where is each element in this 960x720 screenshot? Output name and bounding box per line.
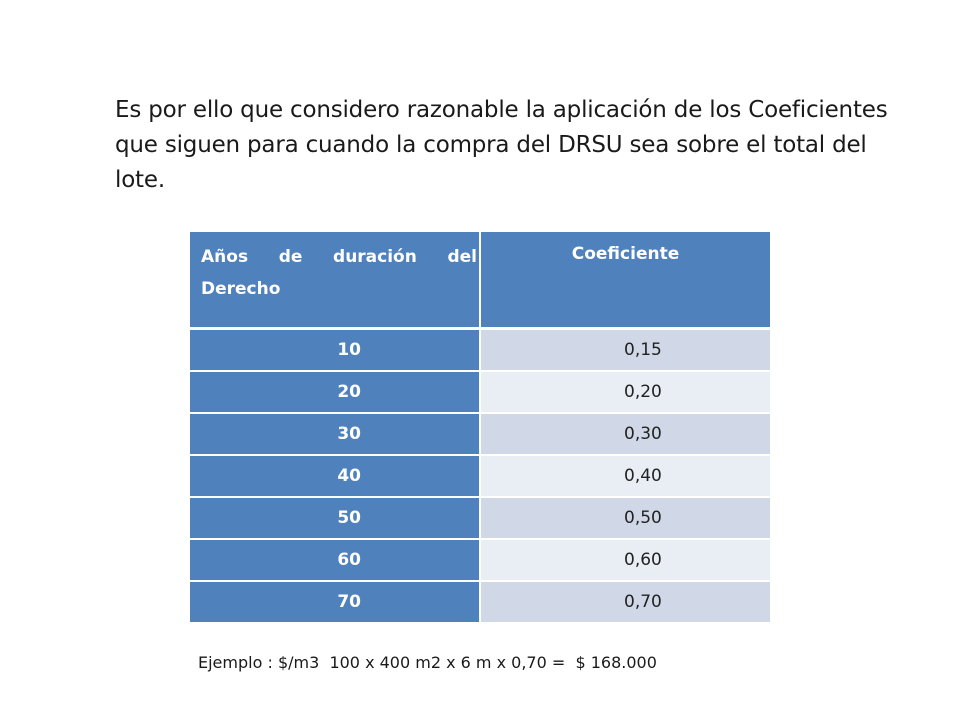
table-row: 50 0,50 (190, 497, 770, 540)
coefficient-cell: 0,70 (480, 581, 770, 624)
coefficient-cell: 0,30 (480, 413, 770, 456)
header-coefficient: Coeficiente (480, 232, 770, 330)
years-cell: 10 (190, 328, 481, 372)
table-row: 20 0,20 (190, 371, 770, 414)
intro-paragraph: Es por ello que considero razonable la a… (115, 97, 888, 193)
years-cell: 70 (190, 581, 481, 624)
table-row: 30 0,30 (190, 413, 770, 456)
coefficient-cell: 0,50 (480, 497, 770, 540)
coefficient-cell: 0,40 (480, 455, 770, 498)
coefficient-cell: 0,60 (480, 539, 770, 582)
table-row: 40 0,40 (190, 455, 770, 498)
coefficient-table: Años de duración del Derecho Coeficiente… (190, 232, 770, 624)
table-row: 60 0,60 (190, 539, 770, 582)
coefficient-cell: 0,15 (480, 328, 770, 372)
example-calculation: Ejemplo : $/m3 100 x 400 m2 x 6 m x 0,70… (198, 653, 657, 672)
years-cell: 40 (190, 455, 481, 498)
coefficient-cell: 0,20 (480, 371, 770, 414)
years-cell: 20 (190, 371, 481, 414)
years-cell: 60 (190, 539, 481, 582)
table-header-row: Años de duración del Derecho Coeficiente (190, 232, 770, 330)
table-row: 10 0,15 (190, 328, 770, 372)
header-years: Años de duración del Derecho (190, 232, 481, 330)
years-cell: 30 (190, 413, 481, 456)
table-row: 70 0,70 (190, 581, 770, 624)
years-cell: 50 (190, 497, 481, 540)
